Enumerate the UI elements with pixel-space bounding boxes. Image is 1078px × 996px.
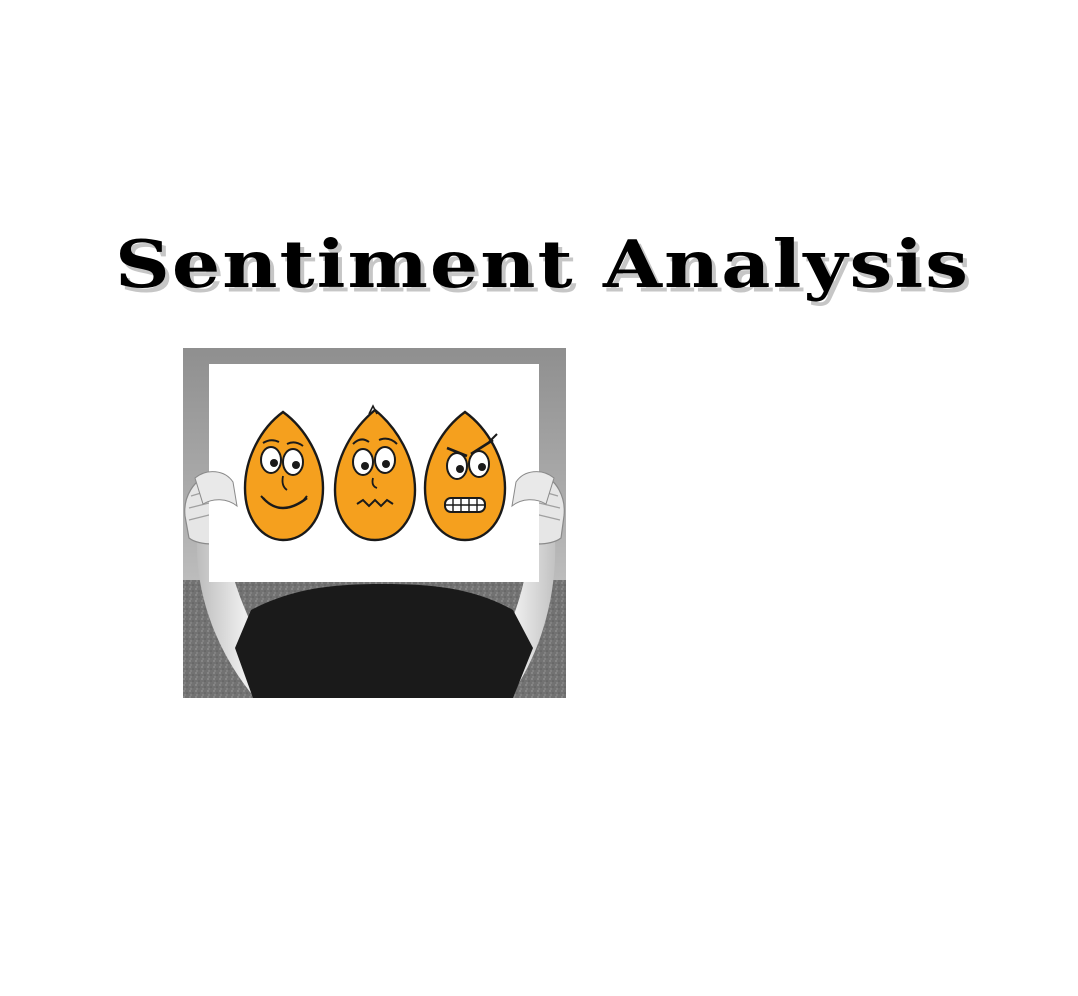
page-title: Sentiment Analysis [115, 225, 971, 303]
worried-face-icon [333, 404, 417, 542]
shirt [235, 584, 533, 698]
left-thumb [194, 471, 238, 508]
happy-face-icon [243, 410, 325, 542]
right-thumb [511, 471, 555, 508]
sentiment-faces-illustration [183, 348, 566, 698]
angry-face-icon [423, 410, 507, 542]
